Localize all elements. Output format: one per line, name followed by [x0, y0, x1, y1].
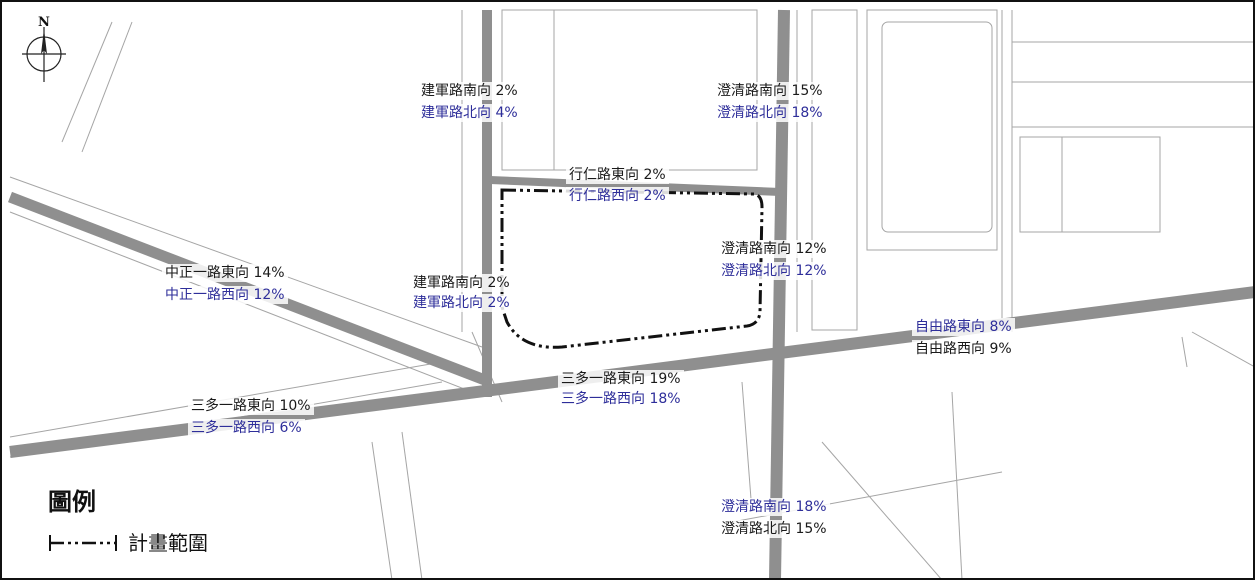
- dash-dot-boundary-icon: [49, 534, 117, 551]
- label-jianjun-middle-northbound: 建軍路北向 2%: [410, 294, 513, 312]
- label-chengqing-south-southbound: 澄清路南向 18%: [718, 498, 830, 516]
- label-chengqing-south-northbound: 澄清路北向 15%: [718, 520, 830, 538]
- label-xingren-westbound: 行仁路西向 2%: [566, 187, 669, 205]
- label-zhongzheng-eastbound: 中正一路東向 14%: [162, 264, 288, 282]
- label-sanduo-west-eastbound: 三多一路東向 10%: [188, 397, 314, 415]
- legend-title: 圖例: [48, 488, 96, 516]
- label-zhongzheng-westbound: 中正一路西向 12%: [162, 286, 288, 304]
- legend-item: 計畫範圍: [48, 527, 208, 556]
- label-chengqing-north-southbound: 澄清路南向 15%: [714, 82, 826, 100]
- legend-item-label: 計畫範圍: [128, 531, 208, 555]
- label-ziyou-westbound: 自由路西向 9%: [912, 340, 1015, 358]
- label-sanduo-center-westbound: 三多一路西向 18%: [558, 390, 684, 408]
- label-chengqing-middle-southbound: 澄清路南向 12%: [718, 240, 830, 258]
- label-xingren-eastbound: 行仁路東向 2%: [566, 166, 669, 184]
- label-jianjun-middle-southbound: 建軍路南向 2%: [410, 274, 513, 292]
- legend: 圖例 計畫範圍: [48, 482, 208, 556]
- label-sanduo-west-westbound: 三多一路西向 6%: [188, 419, 305, 437]
- label-chengqing-north-northbound: 澄清路北向 18%: [714, 104, 826, 122]
- label-chengqing-middle-northbound: 澄清路北向 12%: [718, 262, 830, 280]
- label-sanduo-center-eastbound: 三多一路東向 19%: [558, 370, 684, 388]
- label-jianjun-north-southbound: 建軍路南向 2%: [418, 82, 521, 100]
- north-label: N: [38, 15, 50, 30]
- label-jianjun-north-northbound: 建軍路北向 4%: [418, 104, 521, 122]
- north-arrow-icon: [22, 27, 66, 82]
- label-ziyou-eastbound: 自由路東向 8%: [912, 318, 1015, 336]
- planning-boundary: [500, 188, 764, 349]
